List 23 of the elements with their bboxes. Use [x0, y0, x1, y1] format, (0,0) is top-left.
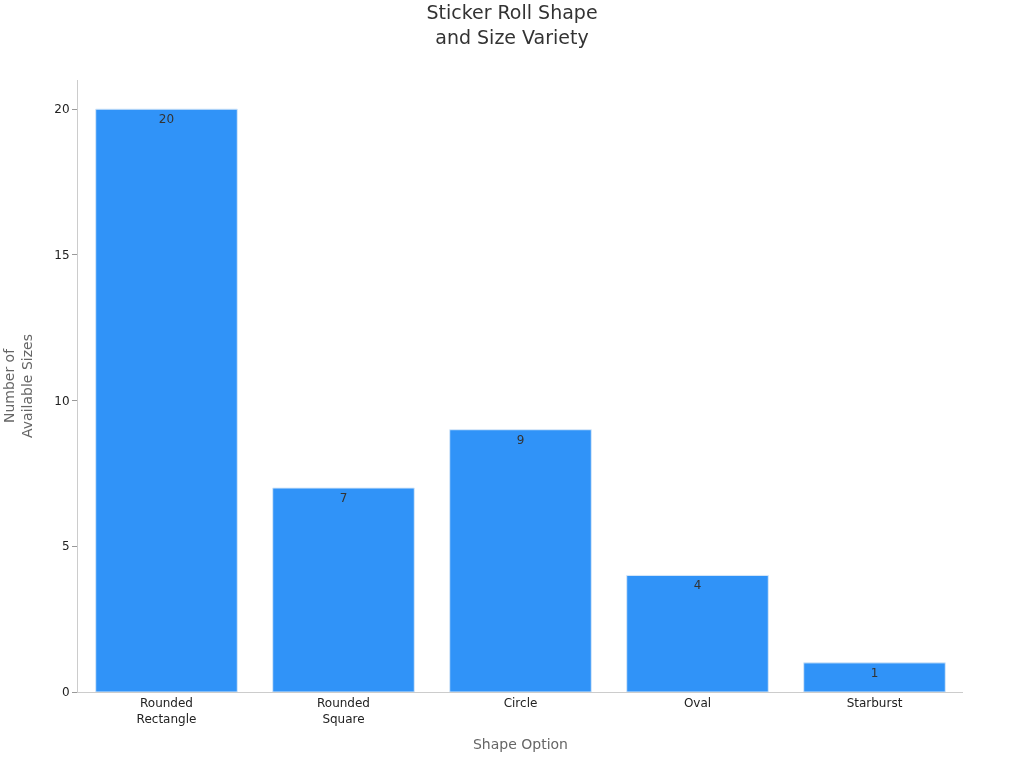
- data-label: 20: [158, 112, 175, 127]
- y-tick-label: 15: [54, 248, 70, 263]
- bar: [803, 662, 946, 692]
- data-label: 1: [870, 665, 879, 680]
- x-axis-title: Shape Option: [472, 736, 569, 753]
- x-tick-label: Rounded Rectangle: [136, 696, 197, 726]
- x-tick-label: Rounded Square: [317, 696, 370, 726]
- data-label: 9: [516, 432, 525, 447]
- chart-title: Sticker Roll Shape and Size Variety: [426, 1, 598, 48]
- y-tick-label: 5: [61, 539, 70, 554]
- bar: [95, 108, 238, 692]
- bar: [272, 487, 415, 692]
- x-tick-label: Starburst: [846, 696, 903, 711]
- bar: [449, 429, 592, 692]
- y-tick-label: 10: [54, 393, 70, 408]
- x-tick-label: Circle: [503, 696, 538, 711]
- bar: [626, 574, 769, 692]
- x-tick-label: Oval: [683, 696, 712, 711]
- data-label: 4: [693, 578, 702, 593]
- y-axis-title: Number of Available Sizes: [0, 334, 35, 438]
- data-label: 7: [339, 491, 348, 505]
- y-tick-label: 20: [54, 102, 70, 117]
- y-tick-label: 0: [61, 685, 70, 700]
